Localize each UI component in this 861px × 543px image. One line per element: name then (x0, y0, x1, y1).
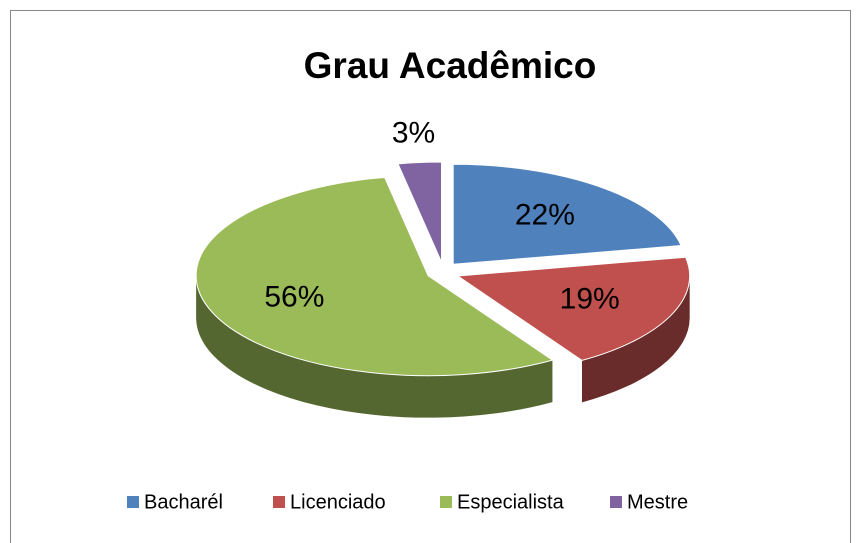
data-label: 22% (515, 198, 575, 231)
data-label: 56% (264, 280, 324, 313)
legend-swatch (610, 496, 622, 508)
pie-slice (397, 161, 442, 263)
chart-title: Grau Acadêmico (304, 45, 597, 86)
pie-slice-side (196, 275, 553, 418)
legend-label: Especialista (457, 491, 565, 513)
legend-swatch (440, 496, 452, 508)
pie-slice (456, 256, 691, 361)
pie-slice (452, 163, 682, 265)
data-label: 3% (392, 117, 435, 150)
legend-label: Bacharél (144, 491, 223, 513)
data-label: 19% (560, 283, 620, 316)
pie-slice-side (581, 275, 690, 403)
legend-label: Mestre (627, 491, 688, 513)
legend-swatch (273, 496, 285, 508)
legend-label: Licenciado (290, 491, 386, 513)
legend-swatch (127, 496, 139, 508)
pie-slice (195, 176, 554, 377)
